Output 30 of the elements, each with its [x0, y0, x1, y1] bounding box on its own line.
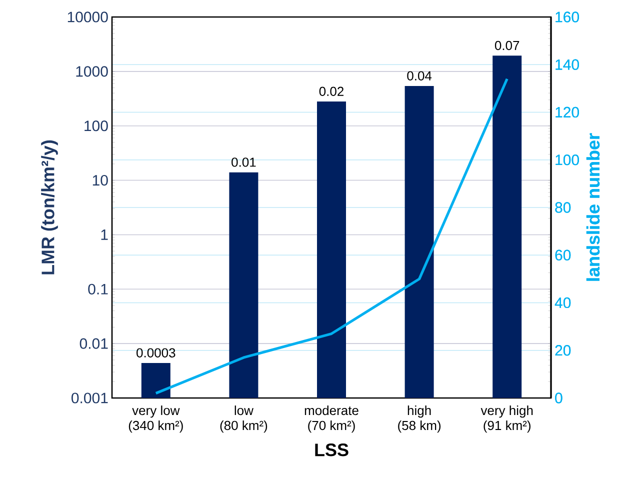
y-tick-label: 0.1: [88, 284, 108, 294]
x-tick-label: very low (340 km²): [128, 406, 183, 433]
y2-axis-title: landslide number: [586, 133, 600, 281]
annotation: 0.04: [407, 71, 432, 80]
annotation: 0.0003: [136, 348, 176, 358]
y2-tick-label: 140: [556, 59, 579, 70]
annotation: 0.02: [319, 86, 344, 96]
y2-tick-label: 20: [555, 345, 571, 356]
y-tick-label: 0.001: [72, 392, 108, 404]
y-tick-label: 0.01: [80, 338, 108, 349]
y2-tick-label: 160: [556, 12, 579, 22]
y-tick-label: 100: [84, 120, 108, 132]
x-axis-title: LSS: [315, 444, 348, 456]
y-tick-label: 10: [92, 174, 108, 186]
x-tick-label: high (58 km): [398, 406, 441, 433]
y2-tick-label: 80: [555, 202, 571, 213]
y2-tick-label: 100: [556, 154, 579, 166]
y-axis-title: LMR (ton/km²/y): [41, 140, 58, 274]
y-tick-label: 1: [101, 230, 108, 240]
annotation: 0.07: [494, 40, 520, 50]
y2-tick-label: 0: [555, 392, 562, 404]
x-tick-label: very high (91 km²): [480, 406, 533, 433]
y2-tick-label: 60: [555, 250, 571, 260]
annotation: 0.01: [232, 158, 256, 167]
x-tick-label: moderate (70 km²): [304, 406, 358, 433]
x-tick-label: low (80 km²): [220, 406, 268, 433]
y-tick-label: 1000: [76, 66, 108, 77]
y2-tick-label: 120: [556, 106, 579, 118]
y-tick-label: 10000: [68, 12, 108, 22]
y2-tick-label: 40: [554, 297, 571, 308]
